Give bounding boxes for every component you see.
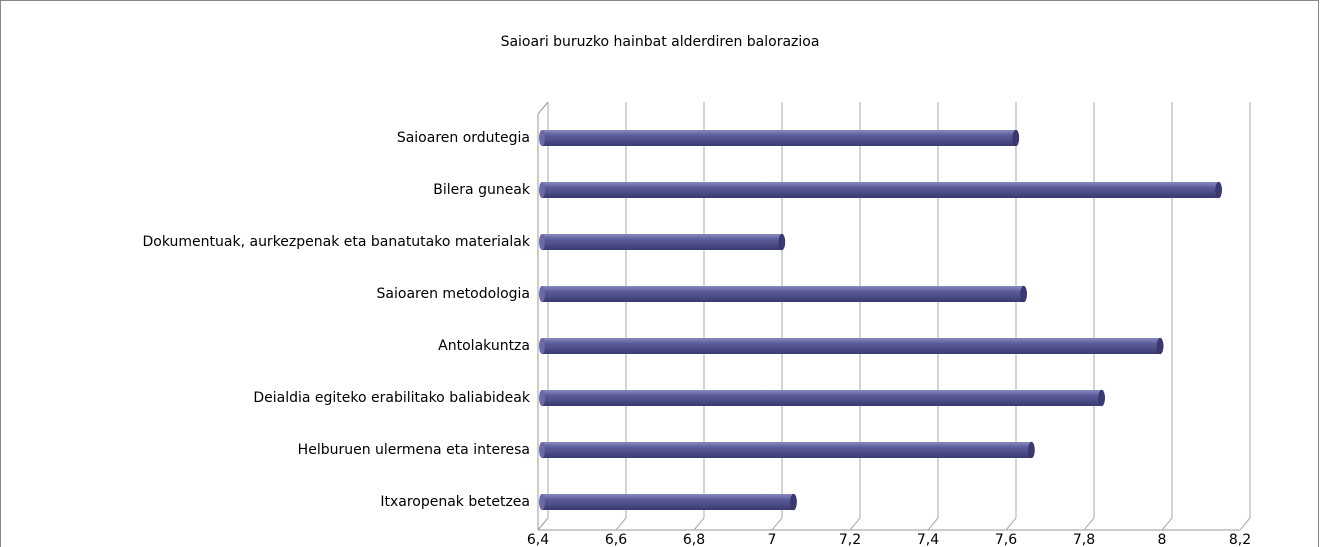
chart-title: Saioari buruzko hainbat alderdiren balor…: [501, 34, 820, 50]
y-tick-label: Bilera guneak: [433, 182, 531, 198]
grid-line: [615, 517, 627, 531]
bar-cap: [1098, 389, 1105, 407]
grid-line: [771, 517, 783, 531]
x-tick-label: 7,2: [839, 532, 861, 547]
bar-cap: [778, 233, 786, 251]
grid-line: [1239, 517, 1251, 531]
grid-line: [1083, 517, 1095, 531]
bar: [542, 442, 1032, 458]
bar-cap: [1215, 181, 1222, 199]
grid-line: [1005, 517, 1017, 531]
x-tick-label: 8,2: [1229, 532, 1251, 547]
x-tick-label: 6,6: [605, 532, 627, 547]
bar-base: [539, 182, 545, 198]
x-tick-label: 6,8: [683, 532, 705, 547]
x-tick-label: 7,8: [1073, 532, 1095, 547]
grid-line: [693, 517, 705, 531]
bar: [542, 130, 1016, 146]
bar: [542, 494, 794, 510]
bar: [542, 182, 1219, 198]
y-tick-label: Itxaropenak betetzea: [380, 494, 530, 510]
y-tick-label: Deialdia egiteko erabilitako baliabideak: [253, 390, 531, 406]
bar-cap: [1028, 441, 1035, 459]
x-tick-label: 6,4: [527, 532, 549, 547]
grid-line: [927, 517, 939, 531]
bar: [542, 286, 1024, 302]
x-tick-label: 8: [1158, 532, 1167, 547]
bar-base: [539, 390, 545, 406]
bar-cap: [1020, 285, 1027, 303]
bar-cap: [1012, 129, 1020, 147]
bar-base: [539, 234, 545, 250]
bar-cap: [1156, 337, 1164, 355]
y-tick-label: Saioaren ordutegia: [397, 130, 530, 146]
grid-line: [537, 517, 549, 531]
bar: [542, 234, 782, 250]
bar-base: [539, 286, 545, 302]
y-tick-label: Helburuen ulermena eta interesa: [298, 442, 530, 458]
grid-line: [849, 517, 861, 531]
grid-line: [1161, 517, 1173, 531]
bar-base: [539, 130, 545, 146]
y-tick-label: Saioaren metodologia: [377, 286, 530, 302]
bar-base: [539, 338, 545, 354]
x-tick-label: 7,4: [917, 532, 939, 547]
left-wall: [537, 101, 549, 115]
x-tick-label: 7,6: [995, 532, 1017, 547]
bar: [542, 390, 1102, 406]
bar-base: [539, 442, 545, 458]
bar-base: [539, 494, 545, 510]
y-tick-label: Dokumentuak, aurkezpenak eta banatutako …: [143, 234, 531, 250]
bar: [542, 338, 1161, 354]
y-tick-label: Antolakuntza: [438, 338, 530, 354]
x-tick-label: 7: [768, 532, 777, 547]
bar-cap: [790, 493, 797, 511]
